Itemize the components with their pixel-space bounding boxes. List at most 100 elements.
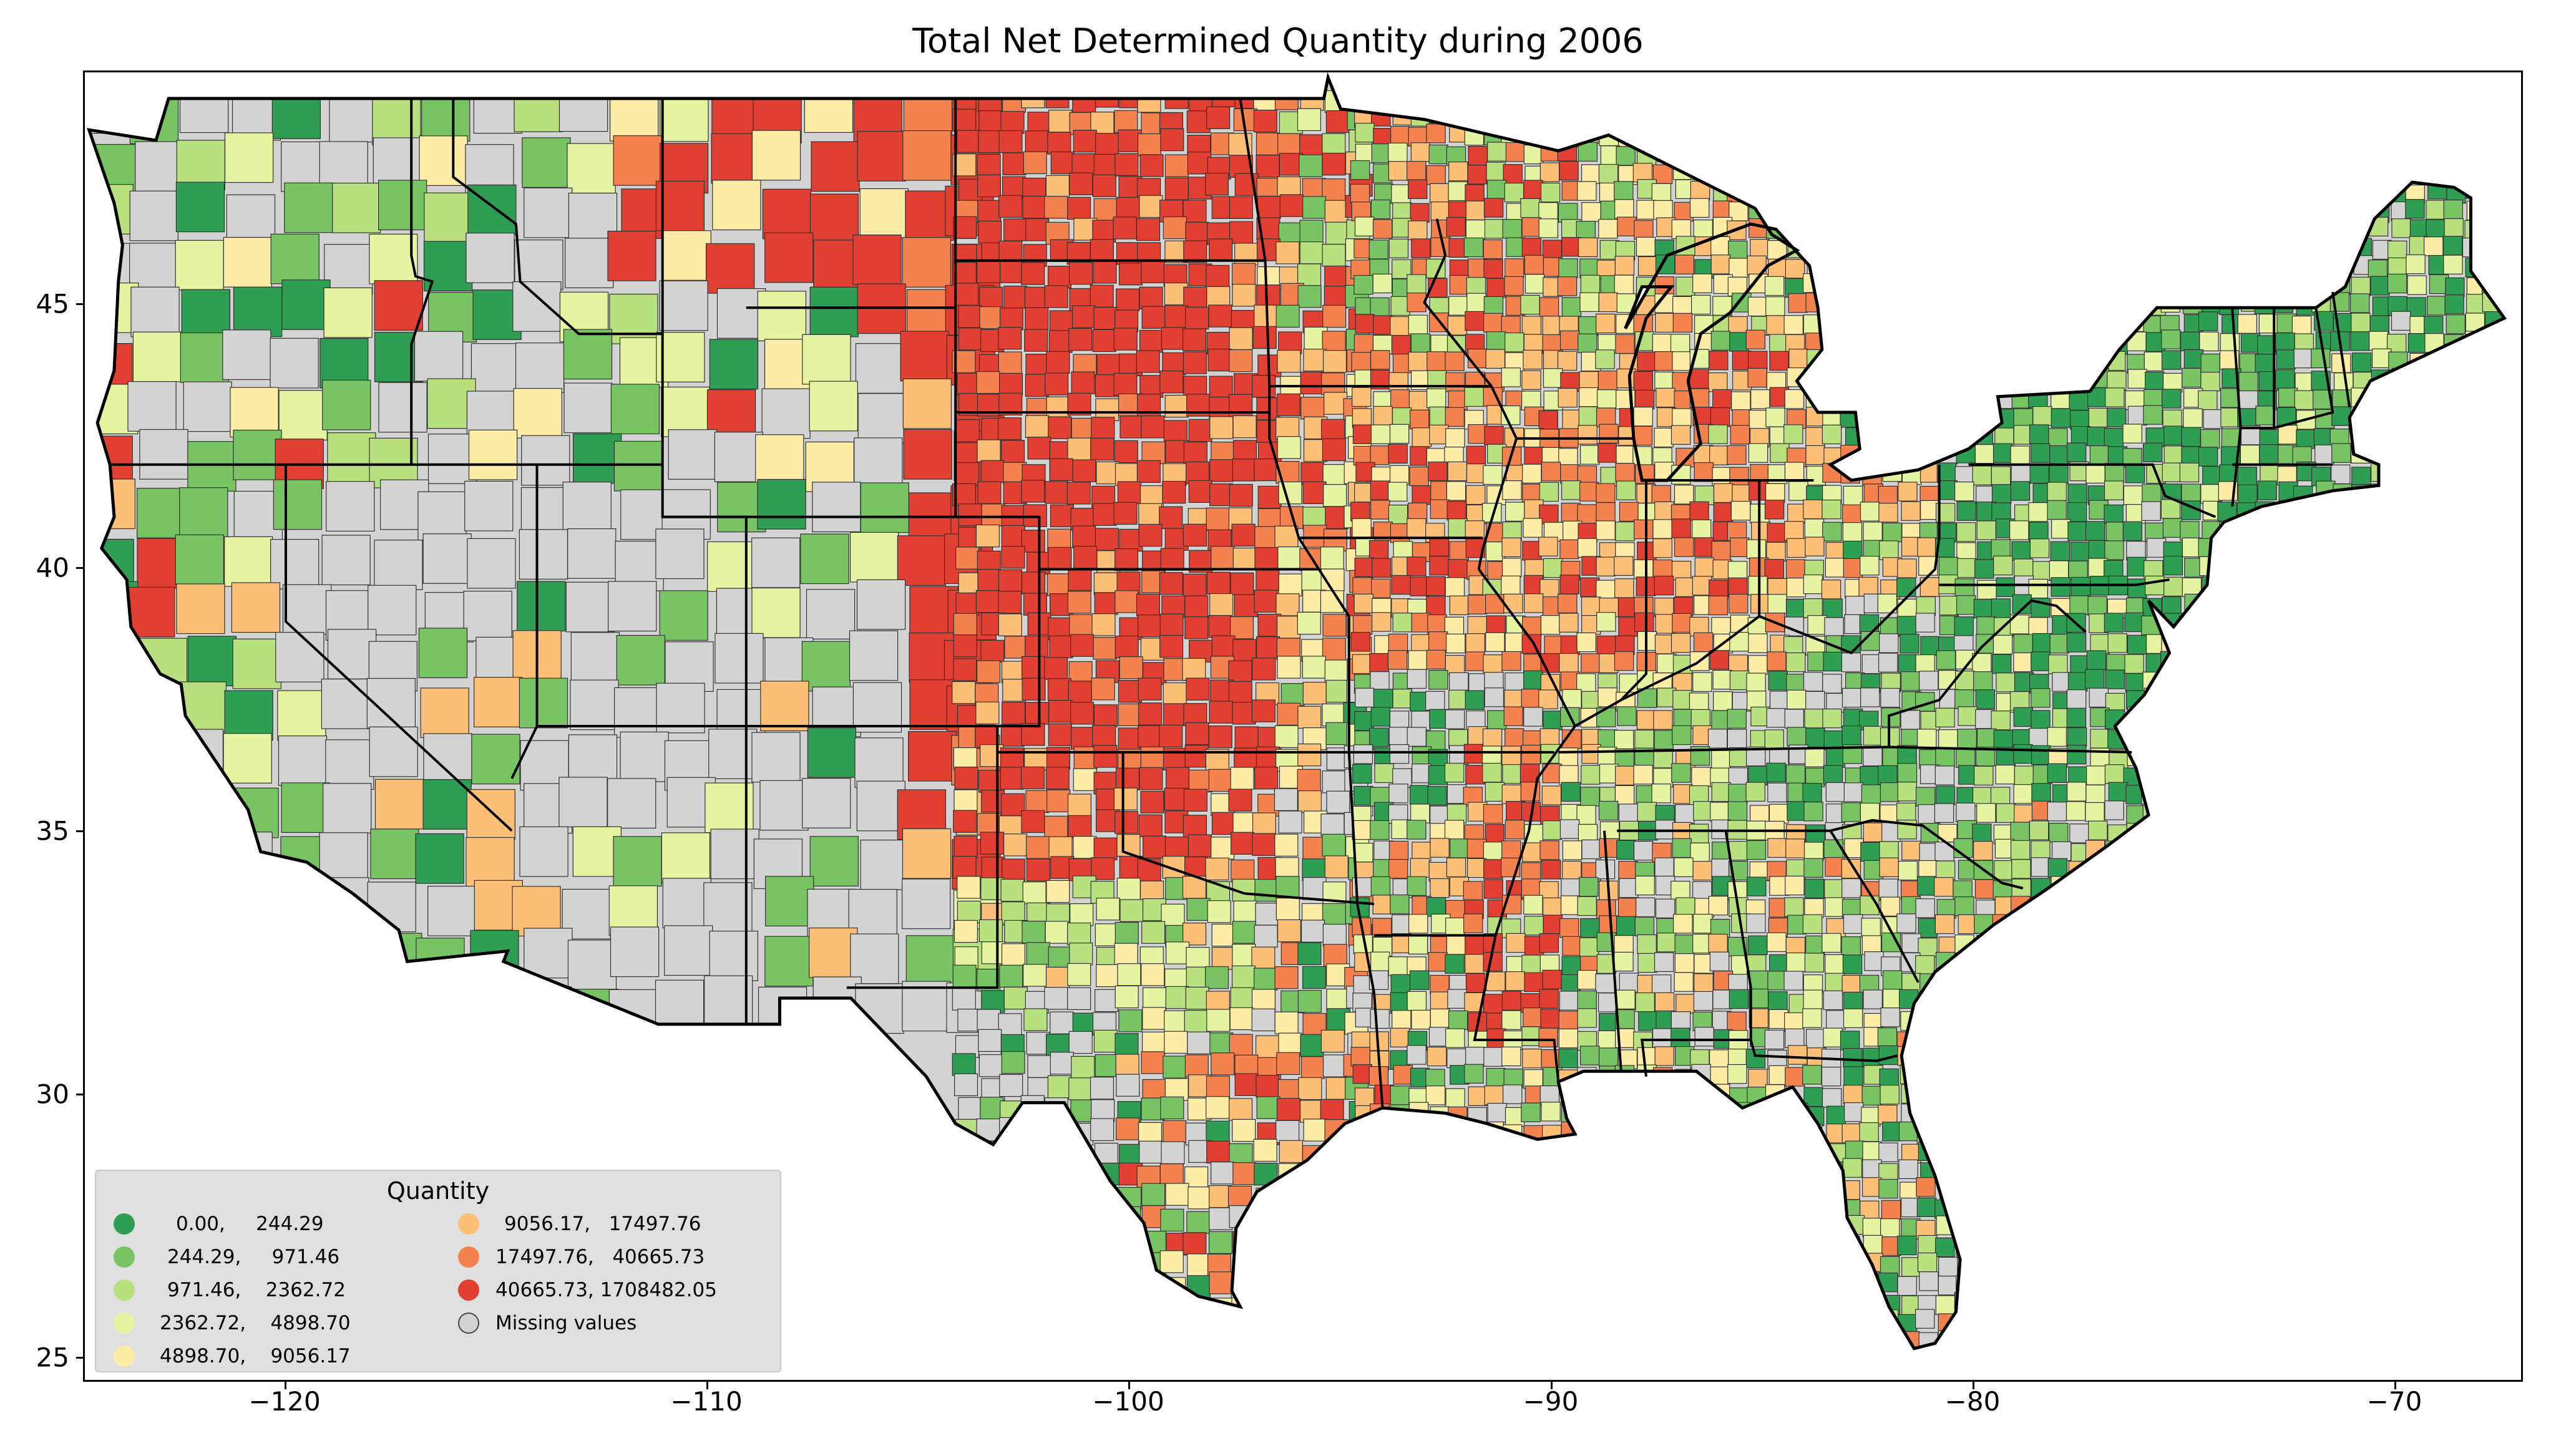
county-region bbox=[1538, 536, 1558, 556]
county-region bbox=[418, 628, 468, 679]
county-region bbox=[1708, 895, 1729, 916]
county-region bbox=[1505, 971, 1525, 991]
county-region bbox=[1322, 1251, 1346, 1274]
county-region bbox=[2311, 820, 2331, 841]
county-region bbox=[522, 986, 572, 1037]
county-region bbox=[2240, 444, 2260, 465]
county-region bbox=[2258, 822, 2278, 842]
county-region bbox=[1614, 181, 1634, 201]
county-region bbox=[1805, 824, 1825, 845]
county-region bbox=[463, 590, 512, 641]
county-region bbox=[2464, 1102, 2484, 1122]
county-region bbox=[1521, 316, 1542, 336]
county-region bbox=[1045, 85, 1070, 109]
county-region bbox=[980, 1167, 1005, 1190]
county-region bbox=[2447, 107, 2467, 127]
county-region bbox=[1919, 1104, 1939, 1124]
county-region bbox=[1048, 1253, 1073, 1276]
county-region bbox=[2462, 371, 2483, 391]
county-region bbox=[1542, 820, 1563, 840]
county-region bbox=[1955, 85, 1975, 105]
county-region bbox=[1803, 1087, 1823, 1107]
county-region bbox=[1711, 540, 1731, 561]
county-region bbox=[1694, 462, 1714, 482]
county-region bbox=[2351, 199, 2371, 219]
county-region bbox=[1094, 989, 1119, 1012]
county-region bbox=[367, 989, 416, 1040]
county-region bbox=[2276, 1011, 2296, 1032]
county-region bbox=[2429, 541, 2449, 561]
county-region bbox=[2500, 879, 2505, 900]
county-region bbox=[1540, 614, 1561, 635]
county-region bbox=[2484, 862, 2504, 882]
county-region bbox=[2405, 88, 2425, 109]
county-region bbox=[1113, 372, 1138, 396]
county-region bbox=[1880, 372, 1901, 392]
county-region bbox=[1973, 841, 1993, 861]
county-region bbox=[1676, 897, 1695, 917]
county-region bbox=[2219, 556, 2239, 577]
county-region bbox=[953, 1206, 977, 1229]
county-region bbox=[2500, 1064, 2505, 1084]
county-region bbox=[1691, 122, 1712, 143]
county-region bbox=[1463, 237, 1484, 258]
county-region bbox=[1972, 465, 1992, 485]
county-region bbox=[1303, 525, 1327, 548]
county-region bbox=[2348, 859, 2369, 879]
county-region bbox=[2333, 954, 2353, 974]
county-region bbox=[957, 1187, 981, 1210]
county-region bbox=[1654, 88, 1674, 108]
county-region bbox=[2461, 1068, 2481, 1088]
county-region bbox=[2370, 783, 2391, 803]
county-region bbox=[2236, 520, 2256, 540]
county-region bbox=[1503, 1160, 1523, 1180]
county-region bbox=[1636, 710, 1657, 730]
county-region bbox=[2199, 936, 2220, 956]
county-region bbox=[1712, 669, 1732, 690]
county-region bbox=[1021, 656, 1046, 679]
county-region bbox=[2124, 726, 2144, 745]
county-region bbox=[1354, 334, 1374, 354]
county-region bbox=[620, 731, 669, 782]
county-region bbox=[1410, 333, 1431, 353]
county-region bbox=[1467, 595, 1488, 614]
county-region bbox=[1785, 145, 1805, 165]
county-region bbox=[976, 660, 1001, 683]
county-region bbox=[570, 679, 619, 730]
county-region bbox=[2125, 256, 2145, 276]
county-region bbox=[1091, 613, 1116, 636]
county-region bbox=[1826, 1105, 1846, 1125]
county-region bbox=[1729, 670, 1750, 691]
county-region bbox=[999, 260, 1024, 283]
county-region bbox=[1652, 519, 1672, 539]
county-region bbox=[230, 387, 279, 438]
county-region bbox=[2198, 258, 2218, 278]
county-region bbox=[1407, 161, 1427, 181]
county-region bbox=[1689, 143, 1709, 164]
county-region bbox=[2145, 1125, 2165, 1145]
county-region bbox=[2504, 822, 2505, 842]
county-region bbox=[952, 216, 977, 239]
county-region bbox=[1956, 501, 1976, 521]
county-region bbox=[1279, 1140, 1303, 1163]
county-region bbox=[1487, 710, 1507, 730]
county-region bbox=[1412, 842, 1432, 861]
county-region bbox=[1501, 651, 1521, 671]
county-region bbox=[1204, 173, 1229, 196]
county-region bbox=[2391, 1046, 2411, 1066]
county-region bbox=[1953, 352, 1974, 373]
county-region bbox=[1232, 284, 1256, 307]
county-region bbox=[2293, 613, 2313, 633]
county-region bbox=[2124, 612, 2144, 633]
county-region bbox=[2032, 1105, 2052, 1125]
county-region bbox=[997, 417, 1022, 440]
county-region bbox=[2067, 1124, 2087, 1144]
county-region bbox=[2143, 1031, 2163, 1052]
county-region bbox=[2502, 125, 2505, 145]
county-region bbox=[1483, 994, 1503, 1014]
county-region bbox=[2315, 934, 2336, 955]
county-region bbox=[1004, 1167, 1028, 1190]
county-region bbox=[2481, 613, 2501, 634]
county-region bbox=[1992, 143, 2012, 163]
county-region bbox=[132, 789, 182, 840]
